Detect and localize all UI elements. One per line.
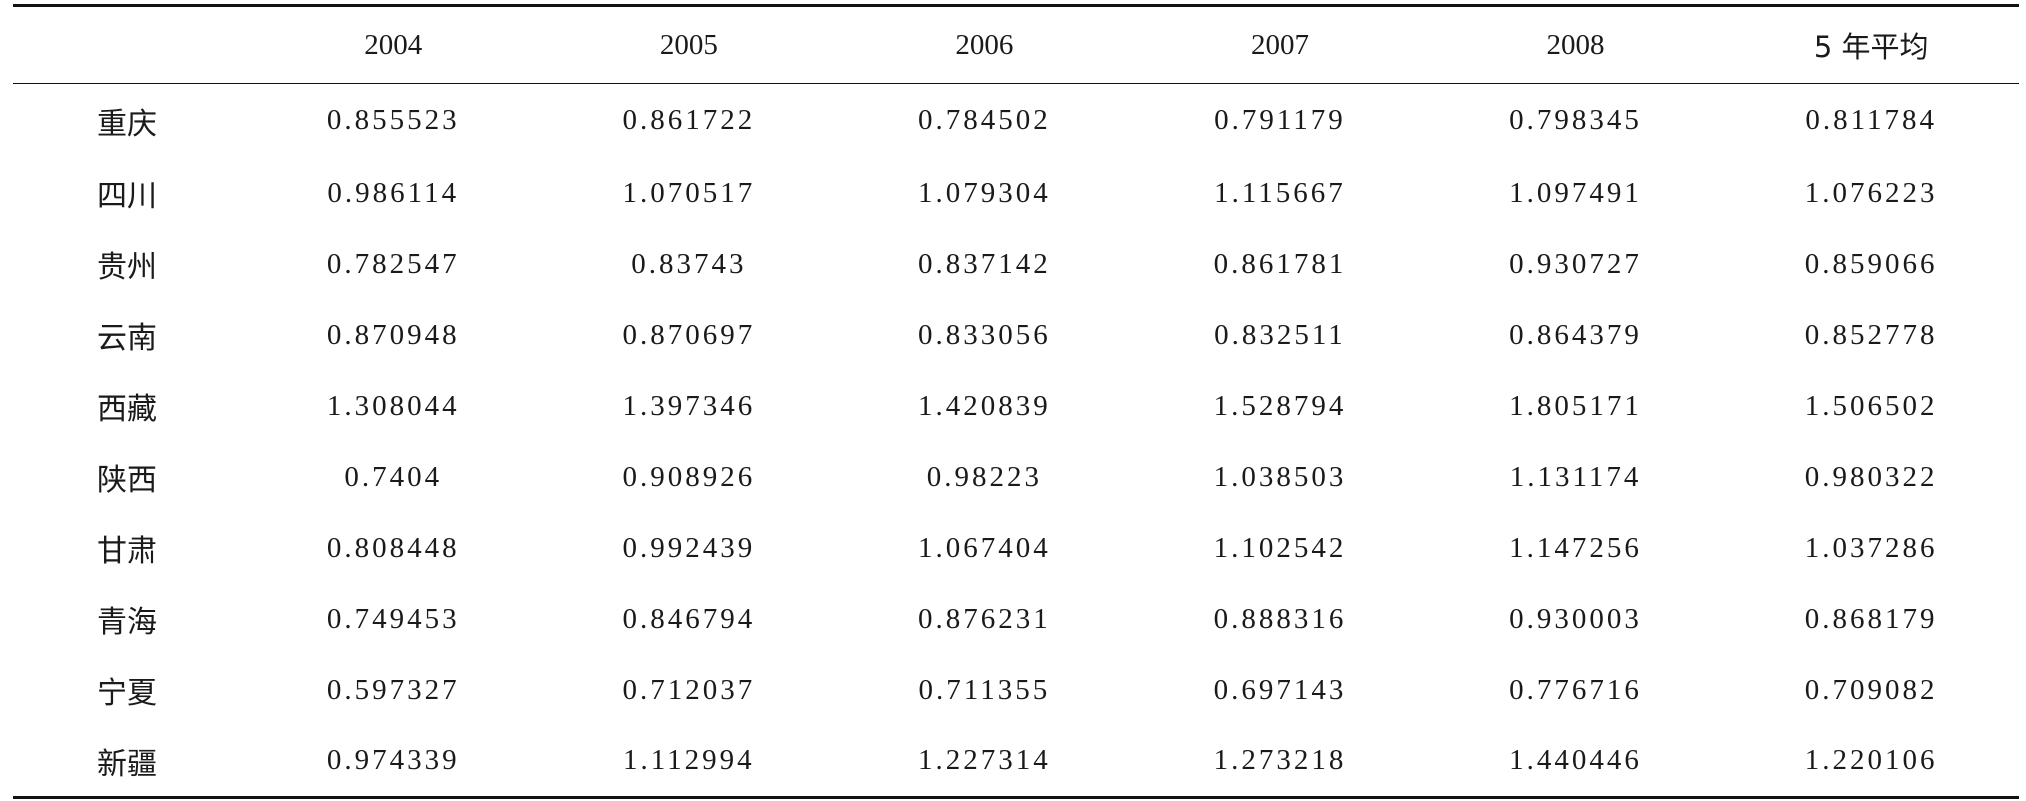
value-cell: 0.833056 (918, 318, 1051, 351)
value-cell: 0.832511 (1214, 318, 1346, 351)
value-cell: 0.861722 (622, 104, 756, 137)
value-cell: 1.112994 (541, 725, 837, 799)
data-table: 2004 2005 2006 2007 2008 5 年平均 重庆 0.8555… (13, 4, 2019, 799)
region-cell: 云南 (97, 321, 157, 356)
value-cell: 1.097491 (1509, 176, 1642, 209)
value-cell: 0.837142 (918, 247, 1051, 280)
value-cell: 1.273218 (1132, 725, 1428, 799)
header-cell-region (13, 4, 246, 84)
value-cell: 0.808448 (326, 531, 460, 564)
value-cell: 0.597327 (326, 673, 460, 706)
value-cell: 0.811784 (1805, 104, 1938, 137)
table-row: 云南 0.870948 0.870697 0.833056 0.832511 0… (13, 300, 2019, 371)
value-cell: 1.227314 (836, 725, 1133, 799)
header-cell-2008: 2008 (1427, 4, 1724, 84)
value-cell: 1.076223 (1804, 176, 1938, 209)
value-cell: 1.131174 (1509, 460, 1642, 493)
value-cell: 0.859066 (1804, 247, 1938, 280)
value-cell: 0.868179 (1804, 602, 1938, 635)
value-cell: 1.440446 (1427, 725, 1724, 799)
value-cell: 1.079304 (918, 176, 1051, 209)
value-cell: 0.697143 (1213, 673, 1347, 706)
value-cell: 1.147256 (1509, 531, 1642, 564)
table-row: 四川 0.986114 1.070517 1.079304 1.115667 1… (13, 158, 2019, 229)
value-cell: 1.070517 (622, 176, 756, 209)
value-cell: 0.791179 (1214, 104, 1346, 137)
value-cell: 0.712037 (622, 673, 756, 706)
header-cell-2006: 2006 (836, 4, 1133, 84)
value-cell: 1.037286 (1804, 531, 1938, 564)
value-cell: 0.974339 (245, 725, 542, 799)
value-cell: 0.784502 (918, 104, 1051, 137)
value-cell: 1.805171 (1509, 389, 1642, 422)
header-row: 2004 2005 2006 2007 2008 5 年平均 (13, 4, 2019, 84)
value-cell: 1.115667 (1214, 176, 1346, 209)
table-body: 重庆 0.855523 0.861722 0.784502 0.791179 0… (13, 84, 2019, 799)
value-cell: 0.908926 (622, 460, 756, 493)
header-cell-2007: 2007 (1132, 4, 1428, 84)
table-row: 贵州 0.782547 0.83743 0.837142 0.861781 0.… (13, 229, 2019, 300)
table-row: 重庆 0.855523 0.861722 0.784502 0.791179 0… (13, 84, 2019, 158)
header-cell-2004: 2004 (245, 4, 542, 84)
value-cell: 0.749453 (326, 602, 460, 635)
value-cell: 0.876231 (918, 602, 1051, 635)
table-header: 2004 2005 2006 2007 2008 5 年平均 (13, 4, 2019, 84)
value-cell: 0.846794 (622, 602, 756, 635)
value-cell: 1.308044 (326, 389, 460, 422)
value-cell: 0.782547 (326, 247, 460, 280)
header-cell-2005: 2005 (541, 4, 837, 84)
value-cell: 0.864379 (1509, 318, 1642, 351)
value-cell: 1.102542 (1213, 531, 1347, 564)
value-cell: 1.506502 (1804, 389, 1938, 422)
value-cell: 0.861781 (1213, 247, 1347, 280)
region-cell: 新疆 (13, 725, 246, 799)
table-row: 陕西 0.7404 0.908926 0.98223 1.038503 1.13… (13, 442, 2019, 513)
value-cell: 1.420839 (918, 389, 1051, 422)
region-cell: 重庆 (97, 106, 157, 142)
value-cell: 0.870948 (326, 318, 460, 351)
data-table-container: 2004 2005 2006 2007 2008 5 年平均 重庆 0.8555… (13, 4, 2019, 799)
value-cell: 1.220106 (1723, 725, 2019, 799)
value-cell: 0.7404 (344, 460, 443, 493)
table-row: 新疆 0.974339 1.112994 1.227314 1.273218 1… (13, 725, 2019, 799)
region-cell: 宁夏 (97, 676, 157, 711)
table-row: 青海 0.749453 0.846794 0.876231 0.888316 0… (13, 584, 2019, 655)
value-cell: 0.930727 (1509, 247, 1642, 280)
region-cell: 陕西 (97, 463, 157, 498)
region-cell: 四川 (97, 179, 157, 214)
region-cell: 贵州 (97, 250, 157, 285)
value-cell: 0.930003 (1509, 602, 1642, 635)
value-cell: 0.986114 (327, 176, 460, 209)
table-row: 西藏 1.308044 1.397346 1.420839 1.528794 1… (13, 371, 2019, 442)
value-cell: 0.992439 (622, 531, 756, 564)
value-cell: 0.98223 (926, 460, 1043, 493)
value-cell: 0.709082 (1804, 673, 1938, 706)
table-row: 甘肃 0.808448 0.992439 1.067404 1.102542 1… (13, 513, 2019, 584)
region-cell: 西藏 (97, 392, 157, 427)
value-cell: 0.711355 (918, 673, 1051, 706)
value-cell: 1.038503 (1213, 460, 1347, 493)
value-cell: 0.855523 (326, 104, 460, 137)
value-cell: 0.776716 (1509, 673, 1642, 706)
value-cell: 0.852778 (1804, 318, 1938, 351)
value-cell: 0.888316 (1213, 602, 1347, 635)
value-cell: 1.528794 (1213, 389, 1347, 422)
table-row: 宁夏 0.597327 0.712037 0.711355 0.697143 0… (13, 655, 2019, 726)
value-cell: 0.83743 (631, 247, 747, 280)
value-cell: 0.870697 (622, 318, 756, 351)
value-cell: 1.067404 (918, 531, 1051, 564)
region-cell: 青海 (97, 605, 157, 640)
value-cell: 1.397346 (622, 389, 756, 422)
region-cell: 甘肃 (97, 534, 157, 569)
value-cell: 0.980322 (1804, 460, 1938, 493)
value-cell: 0.798345 (1509, 104, 1642, 137)
header-cell-5yr-average: 5 年平均 (1723, 4, 2019, 84)
